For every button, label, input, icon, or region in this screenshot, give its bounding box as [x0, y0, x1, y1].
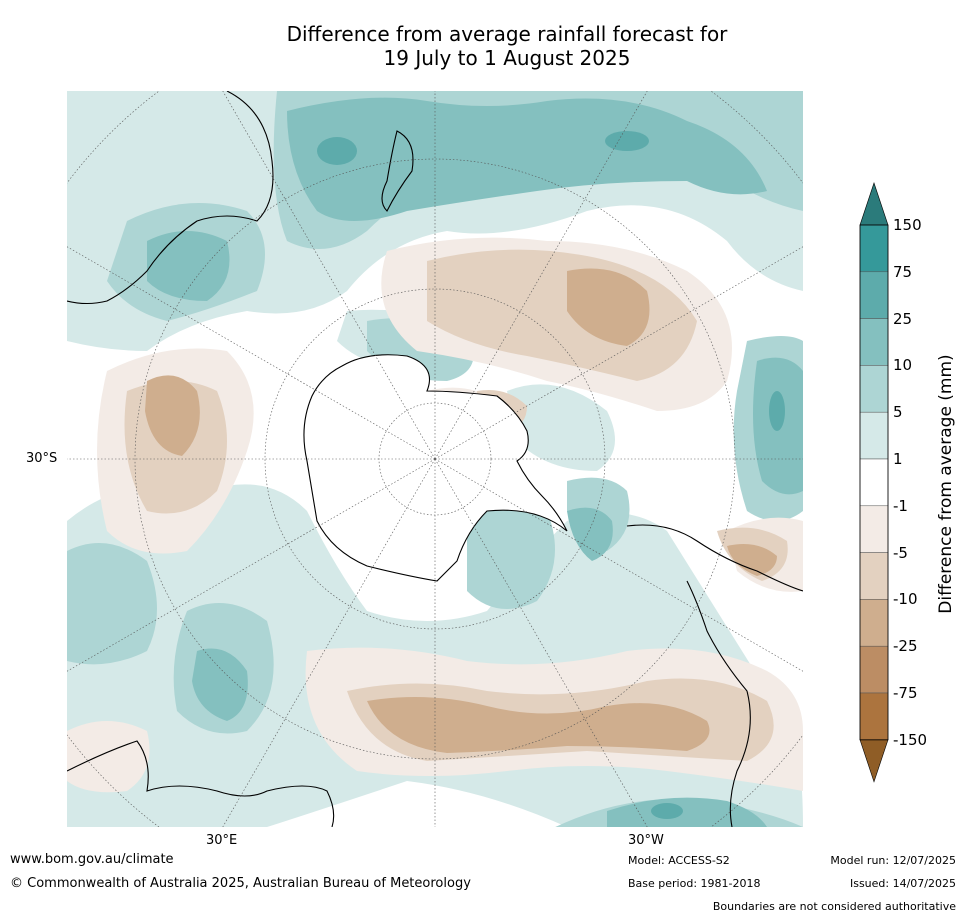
colorbar-box [859, 224, 889, 273]
colorbar-tick-label: -25 [893, 637, 918, 656]
colorbar-title: Difference from average (mm) [936, 354, 956, 614]
wet-region-very-strong [317, 131, 785, 819]
colorbar-tick-label: -150 [893, 730, 928, 749]
lat-label-30s: 30°S [26, 451, 58, 466]
colorbar-box [859, 365, 889, 413]
lon-label-30w: 30°W [628, 833, 664, 848]
colorbar-box [859, 505, 889, 553]
colorbar-tick-label: -75 [893, 684, 918, 702]
footer-model: Model: ACCESS-S2 [628, 854, 730, 867]
colorbar-box [859, 271, 889, 319]
colorbar-tick-label: 75 [893, 262, 913, 281]
map-title-line2: 19 July to 1 August 2025 [383, 46, 631, 70]
footer-copyright: © Commonwealth of Australia 2025, Austra… [10, 876, 471, 891]
colorbar-box [859, 458, 889, 507]
dry-region-strong [145, 268, 777, 753]
graticule [67, 91, 803, 827]
colorbar-box [859, 692, 889, 741]
colorbar-tick-label: 150 [893, 216, 922, 234]
colorbar [859, 182, 889, 783]
coastlines [67, 91, 803, 827]
africa-coast [67, 740, 335, 827]
south-america-coast [626, 524, 803, 827]
colorbar-tick-label: 10 [893, 356, 913, 375]
footer-issued: Issued: 14/07/2025 [849, 877, 956, 890]
colorbar-tick-label: 25 [893, 309, 913, 328]
map-title-line1: Difference from average rainfall forecas… [286, 22, 728, 46]
footer-base-period: Base period: 1981-2018 [628, 877, 761, 890]
colorbar-extend-top [859, 182, 889, 226]
new-zealand-coast [381, 130, 414, 212]
colorbar-box [859, 318, 889, 366]
lon-label-30e: 30°E [206, 833, 238, 848]
colorbar-tick-label: 1 [893, 450, 903, 468]
colorbar-tick-label: -5 [893, 543, 908, 562]
colorbar-box [859, 645, 889, 694]
colorbar-tick-label: 5 [893, 403, 903, 422]
colorbar-tick-label: -10 [893, 590, 918, 609]
colorbar-box [859, 552, 889, 600]
colorbar-tick-label: -1 [893, 496, 908, 515]
colorbar-box [859, 599, 889, 647]
rainfall-anomaly-map[interactable] [67, 91, 803, 827]
colorbar-box [859, 411, 889, 460]
footer-disclaimer: Boundaries are not considered authoritat… [712, 900, 956, 913]
antarctica [303, 354, 568, 582]
australia-coast [67, 91, 274, 305]
colorbar-outline [859, 224, 889, 741]
colorbar-extend-bottom [859, 739, 889, 783]
footer-model-run: Model run: 12/07/2025 [830, 854, 956, 867]
map-title: Difference from average rainfall forecas… [0, 22, 965, 70]
footer-website[interactable]: www.bom.gov.au/climate [10, 852, 174, 867]
